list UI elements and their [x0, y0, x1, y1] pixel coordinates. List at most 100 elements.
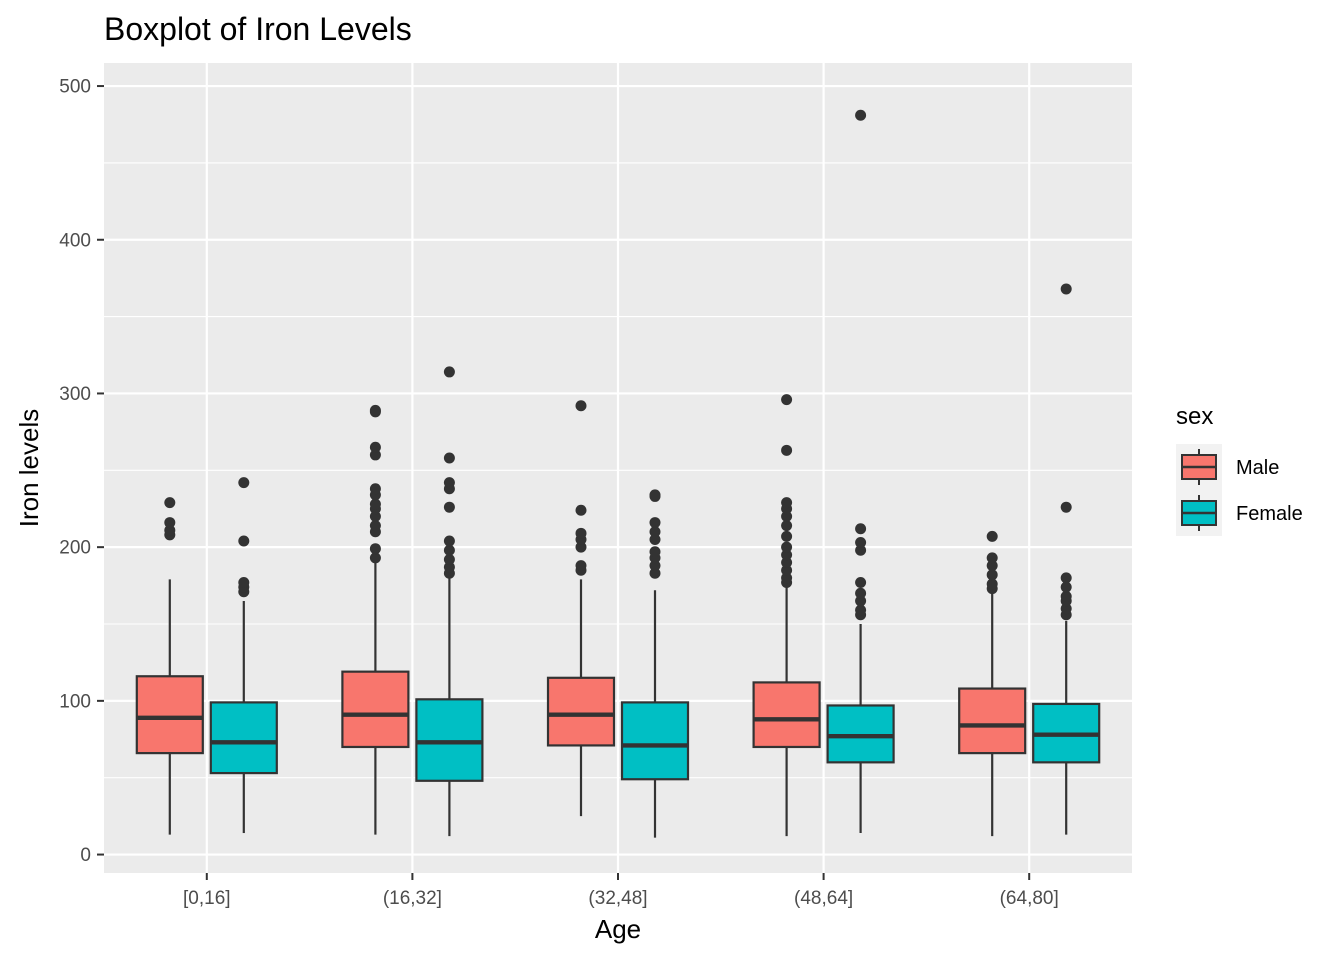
outlier-point: [238, 577, 250, 589]
x-tick-label: (64,80]: [1000, 888, 1059, 909]
outlier-point: [649, 560, 661, 572]
legend-label: Male: [1236, 457, 1279, 479]
outlier-point: [238, 477, 250, 489]
outlier-point: [855, 109, 867, 121]
outlier-point: [781, 549, 793, 561]
outlier-point: [781, 444, 793, 456]
outlier-point: [575, 504, 587, 516]
box-body: [826, 704, 895, 764]
outlier-point: [443, 452, 455, 464]
outlier-point: [855, 523, 867, 535]
legend-item-female: Female: [1176, 490, 1303, 536]
outlier-point: [649, 533, 661, 545]
outlier-point: [369, 449, 381, 461]
outlier-point: [649, 546, 661, 558]
outlier-point: [575, 560, 587, 572]
box-female-2: [620, 489, 690, 838]
box-male-3: [752, 394, 821, 837]
outlier-point: [781, 557, 793, 569]
outlier-point: [1060, 590, 1072, 602]
outlier-point: [855, 604, 867, 616]
box-body: [546, 676, 616, 747]
outlier-point: [443, 366, 455, 378]
outlier-point: [238, 535, 250, 547]
y-tick-label: 500: [59, 77, 91, 98]
box-male-1: [341, 404, 410, 835]
legend-items: Male Female: [1176, 444, 1303, 536]
outlier-point: [781, 497, 793, 509]
outlier-point: [649, 567, 661, 579]
x-tick-label: (16,32]: [383, 888, 442, 909]
outlier-point: [443, 544, 455, 556]
outlier-point: [164, 517, 176, 529]
outlier-point: [781, 564, 793, 576]
box-body: [135, 675, 204, 755]
outlier-point: [1060, 572, 1072, 584]
legend-title: sex: [1176, 403, 1213, 430]
box-body: [958, 687, 1027, 755]
outlier-point: [369, 483, 381, 495]
outlier-point: [369, 520, 381, 532]
outlier-point: [369, 404, 381, 416]
outlier-point: [781, 572, 793, 584]
y-tick-label: 200: [59, 538, 91, 559]
outlier-point: [986, 560, 998, 572]
outlier-point: [781, 394, 793, 406]
box-body: [620, 701, 690, 781]
legend: sex Male Female: [1176, 403, 1303, 536]
x-tick-label: [0,16]: [183, 888, 231, 909]
box-layer: [135, 109, 1101, 838]
outlier-point: [369, 441, 381, 453]
box-male-2: [546, 400, 616, 817]
outlier-point: [443, 477, 455, 489]
outlier-point: [781, 520, 793, 532]
box-male-4: [958, 530, 1027, 837]
box-body: [752, 681, 821, 749]
outlier-point: [986, 569, 998, 581]
box-female-3: [826, 109, 895, 834]
outlier-point: [443, 561, 455, 573]
axes: 0 100 200 300 400 500 [0,16] (16,32] (32,48] (48,…: [59, 77, 1058, 909]
outlier-point: [986, 530, 998, 542]
box-body: [341, 670, 410, 749]
outlier-point: [369, 552, 381, 564]
outlier-point: [164, 524, 176, 536]
box-body: [415, 698, 484, 782]
x-tick-label: (32,48]: [588, 888, 647, 909]
outlier-point: [164, 497, 176, 509]
outlier-point: [781, 510, 793, 522]
legend-item-male: Male: [1176, 444, 1279, 490]
x-tick-label: (48,64]: [794, 888, 853, 909]
box-female-0: [209, 477, 278, 834]
outlier-point: [1060, 603, 1072, 615]
outlier-point: [649, 526, 661, 538]
legend-label: Female: [1236, 503, 1303, 525]
box-body: [209, 701, 278, 775]
outlier-point: [855, 537, 867, 549]
outlier-point: [781, 530, 793, 542]
y-axis-title: Iron levels: [14, 409, 44, 528]
outlier-point: [986, 552, 998, 564]
outlier-point: [649, 489, 661, 501]
outlier-point: [369, 543, 381, 555]
outlier-point: [855, 595, 867, 607]
x-axis-title: Age: [595, 914, 641, 944]
y-tick-label: 0: [80, 845, 91, 866]
outlier-point: [575, 541, 587, 553]
y-tick-label: 300: [59, 384, 91, 405]
y-tick-label: 100: [59, 691, 91, 712]
outlier-point: [369, 498, 381, 510]
box-female-4: [1032, 283, 1101, 835]
outlier-point: [855, 587, 867, 599]
outlier-point: [369, 510, 381, 522]
outlier-point: [1060, 501, 1072, 513]
box-male-0: [135, 497, 204, 835]
grid-lines: [104, 63, 1132, 873]
outlier-point: [1060, 283, 1072, 295]
outlier-point: [855, 544, 867, 556]
chart-title: Boxplot of Iron Levels: [104, 11, 412, 47]
outlier-point: [443, 553, 455, 565]
y-tick-label: 400: [59, 230, 91, 251]
outlier-point: [575, 527, 587, 539]
